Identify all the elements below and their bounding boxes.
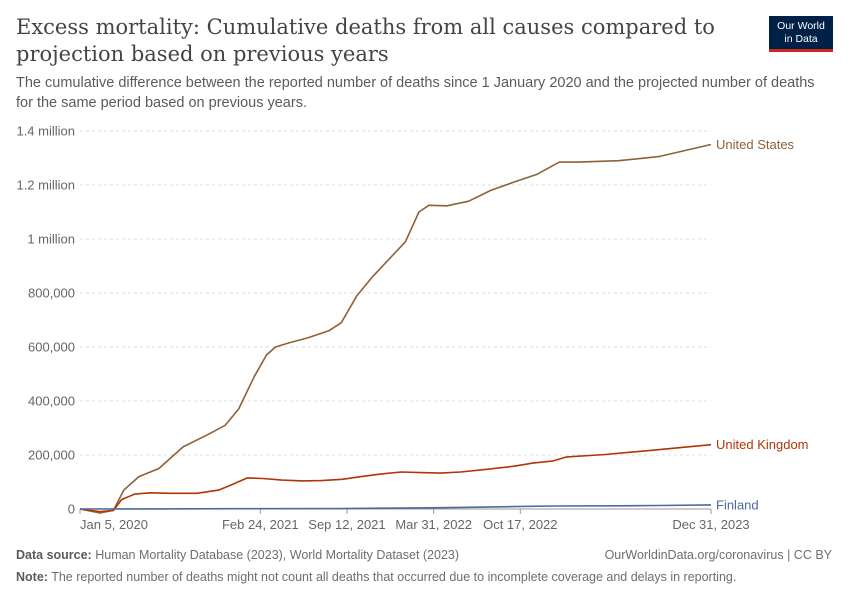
- series-label-finland: Finland: [716, 497, 759, 512]
- footnote: Note: The reported number of deaths migh…: [16, 570, 736, 584]
- x-tick-label: Jan 5, 2020: [80, 517, 148, 532]
- owid-logo[interactable]: Our World in Data: [769, 16, 833, 52]
- y-tick-label: 400,000: [28, 394, 75, 409]
- y-tick-label: 800,000: [28, 286, 75, 301]
- data-source-text: Human Mortality Database (2023), World M…: [95, 548, 460, 562]
- chart-title: Excess mortality: Cumulative deaths from…: [16, 15, 715, 66]
- series-lines: [79, 143, 712, 514]
- y-tick-label: 1.4 million: [16, 124, 75, 139]
- x-axis-ticks: Jan 5, 2020 Feb 24, 2021 Sep 12, 2021 Mar 3…: [79, 509, 750, 532]
- y-tick-label: 600,000: [28, 340, 75, 355]
- x-tick-label: Dec 31, 2023: [672, 517, 749, 532]
- license-link[interactable]: CC BY: [793, 548, 832, 562]
- y-tick-label: 1.2 million: [16, 178, 75, 193]
- series-line-united-states: [79, 143, 712, 514]
- series-labels: United States United Kingdom Finland: [716, 137, 809, 512]
- gridlines: [80, 130, 711, 510]
- source-url-link[interactable]: OurWorldinData.org/coronavirus: [604, 548, 784, 562]
- logo-line-1: Our World: [777, 20, 825, 32]
- x-tick-label: Feb 24, 2021: [222, 517, 299, 532]
- data-source-label: Data source:: [16, 548, 92, 562]
- y-tick-label: 1 million: [27, 232, 75, 247]
- series-label-united-kingdom: United Kingdom: [716, 437, 809, 452]
- note-text: The reported number of deaths might not …: [51, 570, 737, 584]
- series-line-finland: [79, 504, 712, 510]
- chart-subtitle: The cumulative difference between the re…: [16, 75, 815, 111]
- series-label-united-states: United States: [716, 137, 795, 152]
- series-line-united-kingdom: [79, 443, 712, 513]
- x-tick-label: Mar 31, 2022: [395, 517, 472, 532]
- data-source: Data source: Human Mortality Database (2…: [16, 548, 459, 562]
- x-tick-label: Sep 12, 2021: [308, 517, 385, 532]
- line-chart: 0 200,000 400,000 600,000 800,000 1 million 1.…: [16, 124, 809, 533]
- footer-separator: |: [787, 548, 794, 562]
- logo-line-2: in Data: [784, 33, 818, 45]
- x-tick-label: Oct 17, 2022: [483, 517, 557, 532]
- y-tick-label: 0: [68, 502, 75, 517]
- y-tick-label: 200,000: [28, 448, 75, 463]
- y-axis-ticks: 0 200,000 400,000 600,000 800,000 1 million 1.…: [16, 124, 75, 517]
- note-label: Note:: [16, 570, 48, 584]
- footer-right: OurWorldinData.org/coronavirus | CC BY: [605, 548, 832, 562]
